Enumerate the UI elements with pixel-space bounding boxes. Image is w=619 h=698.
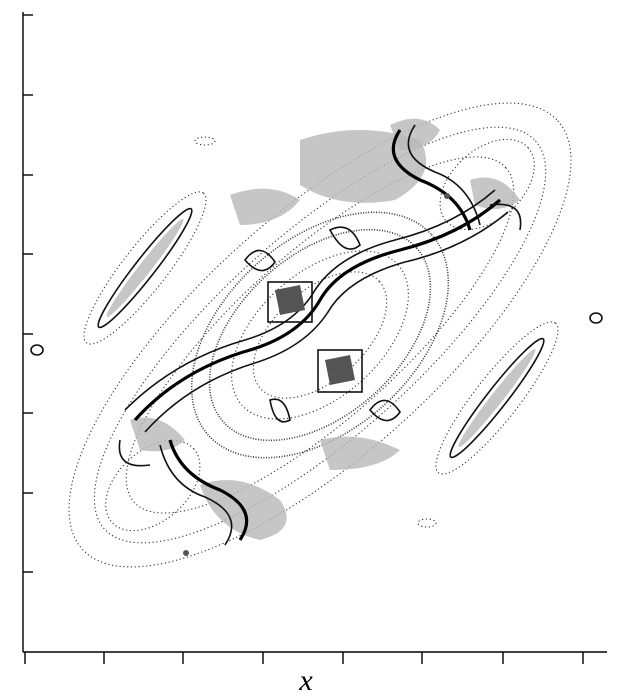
axes: x — [22, 12, 607, 697]
y-ticks — [23, 14, 33, 573]
contour-plot — [30, 102, 603, 568]
x-axis-label: x — [298, 664, 313, 697]
x-ticks — [24, 652, 584, 664]
shaded-regions — [130, 118, 520, 540]
